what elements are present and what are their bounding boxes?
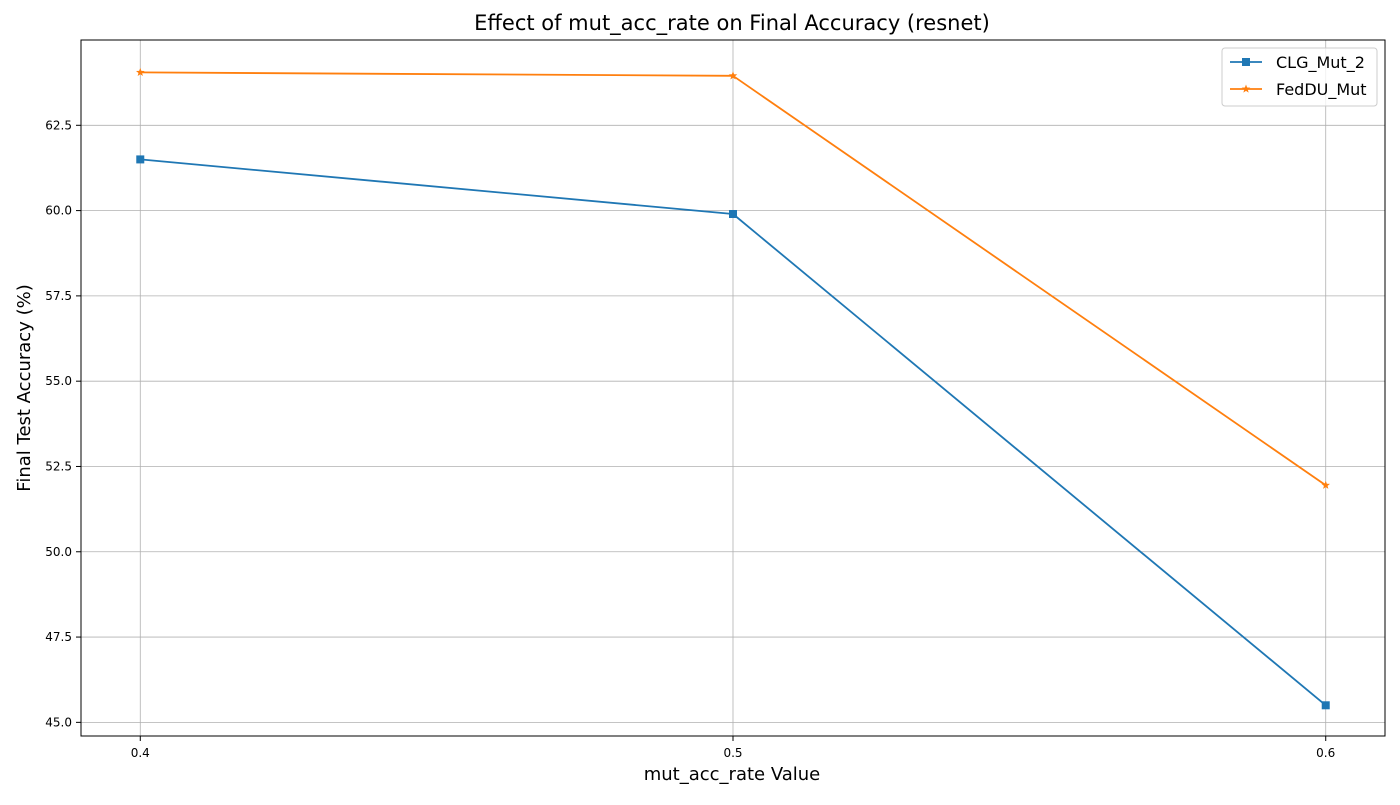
- x-tick-label: 0.6: [1316, 746, 1335, 760]
- data-point-feddu-mut: [1321, 480, 1331, 489]
- data-point-feddu-mut: [728, 71, 738, 80]
- y-tick-label: 57.5: [45, 289, 72, 303]
- x-tick-label: 0.4: [131, 746, 150, 760]
- legend-marker-clg-mut-2: [1242, 58, 1250, 66]
- y-tick-label: 52.5: [45, 459, 72, 473]
- y-tick-label: 60.0: [45, 204, 72, 218]
- x-axis-label: mut_acc_rate Value: [644, 764, 821, 785]
- series-layer: [135, 67, 1331, 710]
- y-tick-label: 55.0: [45, 374, 72, 388]
- data-point-clg-mut-2: [1321, 701, 1330, 710]
- y-tick-label: 47.5: [45, 630, 72, 644]
- y-tick-label: 50.0: [45, 545, 72, 559]
- x-tick-label: 0.5: [723, 746, 742, 760]
- y-tick-label: 62.5: [45, 118, 72, 132]
- axis-ticks: 0.4 0.5 0.6 45.0 47.5 50.0 52.5 55.0 57.5 60.0 62.…: [45, 118, 1335, 760]
- data-point-feddu-mut: [135, 67, 145, 77]
- legend-label-feddu-mut: FedDU_Mut: [1276, 80, 1367, 100]
- chart-title: Effect of mut_acc_rate on Final Accuracy…: [474, 11, 990, 36]
- legend-label-clg-mut-2: CLG_Mut_2: [1276, 53, 1365, 73]
- legend: CLG_Mut_2 FedDU_Mut: [1221, 47, 1378, 107]
- y-tick-label: 45.0: [45, 715, 72, 729]
- grid-lines: [81, 40, 1385, 736]
- data-point-clg-mut-2: [136, 155, 145, 164]
- y-axis-label: Final Test Accuracy (%): [14, 284, 35, 491]
- legend-marker-feddu-mut: [1241, 84, 1251, 93]
- data-point-clg-mut-2: [729, 210, 737, 218]
- legend-item-clg-mut-2: CLG_Mut_2: [1230, 53, 1365, 73]
- legend-item-feddu-mut: FedDU_Mut: [1230, 80, 1367, 100]
